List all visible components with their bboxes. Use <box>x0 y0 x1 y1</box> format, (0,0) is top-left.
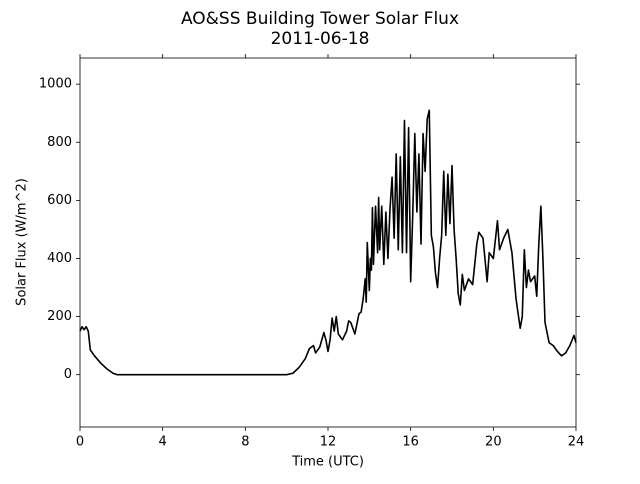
y-tick-label: 0 <box>64 367 72 382</box>
x-tick-label: 4 <box>159 435 167 450</box>
y-axis-label: Solar Flux (W/m^2) <box>15 178 30 306</box>
y-tick-label: 400 <box>47 251 72 266</box>
x-axis-label: Time (UTC) <box>291 455 364 470</box>
y-tick-label: 600 <box>47 193 72 208</box>
y-tick-label: 200 <box>47 309 72 324</box>
y-tick-label: 800 <box>47 135 72 150</box>
plot-frame <box>79 57 577 428</box>
x-tick-label: 0 <box>76 435 84 450</box>
chart-subtitle: 2011-06-18 <box>271 29 370 49</box>
x-tick-label: 20 <box>485 435 502 450</box>
x-tick-label: 12 <box>320 435 337 450</box>
x-tick-label: 24 <box>568 435 585 450</box>
data-line <box>79 109 577 376</box>
y-tick-label: 1000 <box>39 77 72 92</box>
chart-title: AO&SS Building Tower Solar Flux <box>181 9 459 29</box>
x-tick-label: 16 <box>402 435 419 450</box>
x-tick-label: 8 <box>241 435 249 450</box>
